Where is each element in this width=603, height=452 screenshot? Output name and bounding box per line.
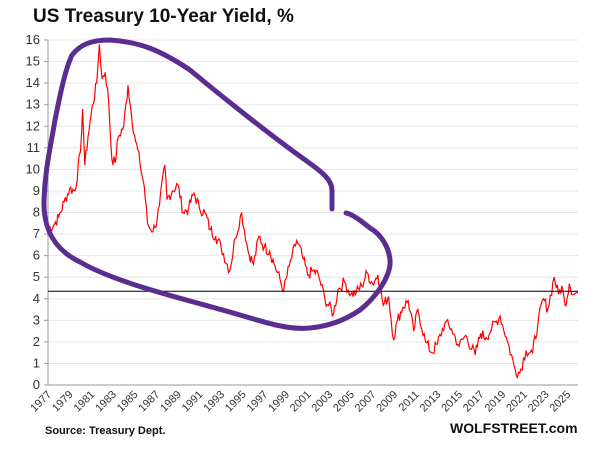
x-tick-label: 2003 xyxy=(310,389,336,415)
x-tick-label: 2009 xyxy=(374,389,400,415)
x-tick-label: 2013 xyxy=(418,389,444,415)
y-tick-label: 9 xyxy=(33,183,40,198)
source-note: Source: Treasury Dept. xyxy=(45,425,166,437)
x-tick-label: 2025 xyxy=(548,389,574,415)
x-tick-label: 2001 xyxy=(288,389,314,415)
series-line-10-year-yield xyxy=(47,44,579,380)
y-tick-label: 5 xyxy=(33,269,40,284)
y-tick-label: 1 xyxy=(33,355,40,370)
x-tick-label: 2015 xyxy=(439,389,465,415)
y-tick-label: 2 xyxy=(33,334,40,349)
x-tick-label: 2011 xyxy=(397,389,422,414)
x-tick-label: 1979 xyxy=(50,389,76,415)
x-tick-label: 1999 xyxy=(266,389,292,415)
y-tick-label: 16 xyxy=(26,32,40,47)
gridlines xyxy=(48,39,578,364)
y-tick-label: 15 xyxy=(26,54,40,69)
x-tick-label: 1987 xyxy=(136,389,162,415)
y-tick-label: 8 xyxy=(33,205,40,220)
y-tick-label: 0 xyxy=(33,377,40,392)
x-tick-label: 1981 xyxy=(72,389,98,415)
x-tick-label: 1993 xyxy=(201,389,227,415)
x-tick-label: 2005 xyxy=(331,389,357,415)
y-tick-label: 3 xyxy=(33,312,40,327)
x-tick-label: 1977 xyxy=(28,389,54,415)
x-tick-label: 1995 xyxy=(223,389,249,415)
y-tick-label: 13 xyxy=(26,97,40,112)
chart-title: US Treasury 10-Year Yield, % xyxy=(33,6,294,27)
x-tick-label: 1997 xyxy=(245,389,271,415)
y-tick-label: 7 xyxy=(33,226,40,241)
x-tick-label: 1989 xyxy=(158,389,184,415)
annotation-loop xyxy=(41,37,393,331)
y-tick-label: 14 xyxy=(26,75,40,90)
y-tick-label: 4 xyxy=(33,291,40,306)
x-tick-label: 2023 xyxy=(526,389,552,415)
y-tick-label: 6 xyxy=(33,248,40,263)
x-tick-label: 2007 xyxy=(353,389,379,415)
y-tick-label: 11 xyxy=(27,140,41,155)
brand-label: WOLFSTREET.com xyxy=(450,420,578,436)
x-tick-label: 2017 xyxy=(461,389,487,415)
x-tick-label: 2019 xyxy=(483,389,509,415)
x-tick-label: 1985 xyxy=(115,389,141,415)
y-tick-label: 10 xyxy=(26,161,40,176)
y-tick-label: 12 xyxy=(26,118,40,133)
x-tick-label: 1991 xyxy=(180,389,206,415)
x-tick-label: 2021 xyxy=(504,389,530,415)
x-tick-label: 1983 xyxy=(93,389,119,415)
x-axis-ticks: 1977197919811983198519871989199119931995… xyxy=(28,389,573,415)
